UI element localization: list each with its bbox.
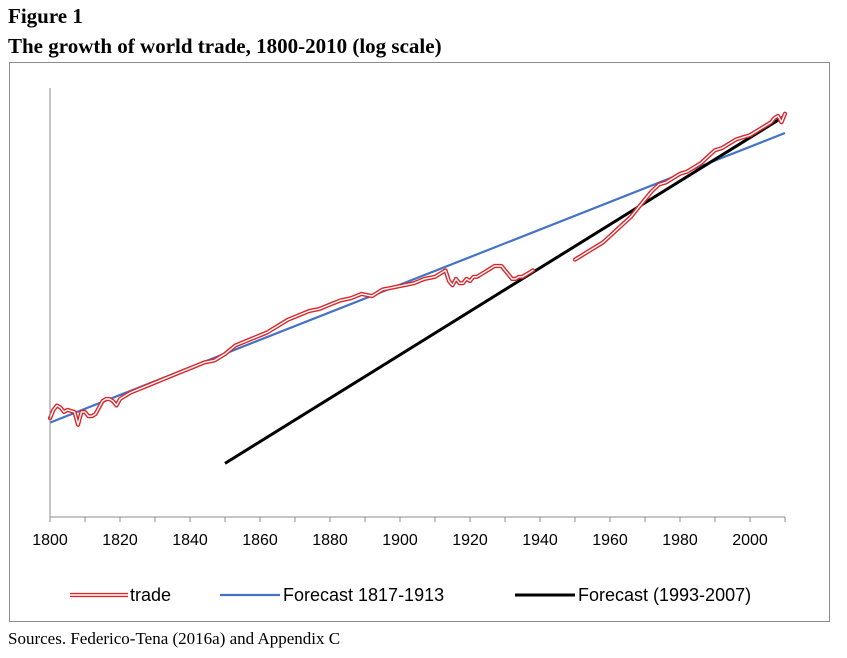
chart-frame: 1800 1820 1840 1860 1880 1900 1920 1940 1960 1980… xyxy=(9,62,830,622)
series-trade-line-outer xyxy=(47,263,536,427)
x-tick-label: 1980 xyxy=(662,532,698,549)
x-tick-label: 1900 xyxy=(382,532,418,549)
series-forecast-1993-2007-line xyxy=(224,114,786,465)
x-tick-label-layer: 1800 1820 1840 1860 1880 1900 1920 1940 1960 1980… xyxy=(32,532,768,549)
x-tick-label: 1960 xyxy=(592,532,628,549)
legend-label-trade: trade xyxy=(130,585,171,605)
x-tick-label: 1940 xyxy=(522,532,558,549)
x-tick-label: 1880 xyxy=(312,532,348,549)
series-trade-line-inner xyxy=(49,265,534,426)
legend-item-trade: trade xyxy=(70,585,171,605)
legend-item-forecast-1817-1913: Forecast 1817-1913 xyxy=(220,585,444,605)
x-tick-label: 1920 xyxy=(452,532,488,549)
figure-title: The growth of world trade, 1800-2010 (lo… xyxy=(8,34,442,58)
x-tick-layer xyxy=(49,517,786,522)
legend-label-forecast-1993-2007: Forecast (1993-2007) xyxy=(578,585,751,605)
legend-item-forecast-1993-2007: Forecast (1993-2007) xyxy=(515,585,751,605)
figure-label: Figure 1 xyxy=(8,4,83,28)
x-tick-label: 2000 xyxy=(732,532,768,549)
legend-label-forecast-1817-1913: Forecast 1817-1913 xyxy=(283,585,444,605)
sources-note: Sources. Federico-Tena (2016a) and Appen… xyxy=(8,629,341,648)
x-tick-label: 1860 xyxy=(242,532,278,549)
chart-plot: 1800 1820 1840 1860 1880 1900 1920 1940 1960 1980… xyxy=(32,88,788,605)
legend: trade Forecast 1817-1913 Forecast (1993-20… xyxy=(70,585,751,605)
series-layer xyxy=(47,111,788,465)
x-tick-label: 1800 xyxy=(32,532,68,549)
series-trade-line-inner xyxy=(574,113,786,261)
x-tick-label: 1820 xyxy=(102,532,138,549)
x-tick-label: 1840 xyxy=(172,532,208,549)
